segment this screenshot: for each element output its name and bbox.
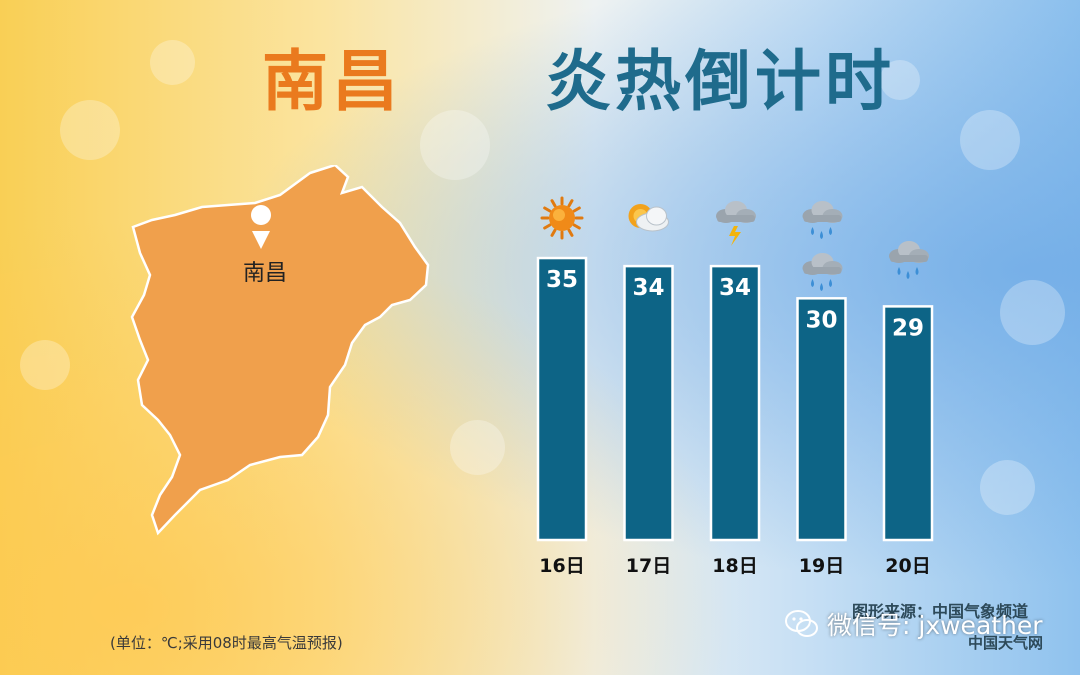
temperature-bar [709, 264, 761, 542]
bar-value-label: 29 [892, 315, 924, 341]
wechat-icon [785, 610, 818, 637]
x-tick-label: 18日 [712, 555, 757, 577]
source-note: 图形来源：中国气象频道 [852, 602, 1029, 621]
bokeh-circle [880, 60, 920, 100]
bar-value-label: 35 [546, 267, 578, 293]
temperature-bar [536, 256, 588, 542]
bokeh-circle [420, 110, 490, 180]
bokeh-circle [20, 340, 70, 390]
bokeh-circle [1000, 280, 1065, 345]
x-tick-label: 20日 [885, 555, 930, 577]
x-tick-label: 16日 [539, 555, 584, 577]
unit-note: (单位：℃;采用08时最高气温预报) [110, 634, 343, 652]
bar-value-label: 30 [805, 307, 837, 333]
bar-value-label: 34 [632, 275, 664, 301]
x-tick-label: 17日 [626, 555, 671, 577]
rain-cloud-icon [889, 241, 929, 279]
title-main: 炎热倒计时 [545, 43, 895, 120]
x-tick-label: 19日 [799, 555, 844, 577]
bokeh-circle [450, 420, 505, 475]
bokeh-circle [980, 460, 1035, 515]
temperature-bar [882, 305, 934, 542]
province-shape [130, 165, 430, 536]
wechat-id: 微信号: jxweather [827, 611, 1043, 640]
sun-behind-cloud-icon [628, 204, 669, 232]
bokeh-circle [960, 110, 1020, 170]
sun-icon [540, 196, 584, 240]
thunderstorm-icon [716, 201, 756, 246]
site-note: 中国天气网 [968, 634, 1044, 652]
location-pin-icon [251, 205, 272, 249]
rain-cloud-icon [802, 201, 843, 239]
temperature-bar [623, 264, 674, 542]
map-city-label: 南昌 [243, 261, 288, 286]
bokeh-circle [60, 100, 120, 160]
province-map [130, 165, 430, 536]
wechat-watermark: 微信号: jxweather [785, 606, 1043, 642]
bar-value-label: 34 [719, 275, 751, 301]
temperature-bar [796, 297, 847, 542]
bokeh-circle [150, 40, 195, 85]
rain-cloud-icon [802, 253, 843, 291]
title-city: 南昌 [262, 43, 402, 120]
